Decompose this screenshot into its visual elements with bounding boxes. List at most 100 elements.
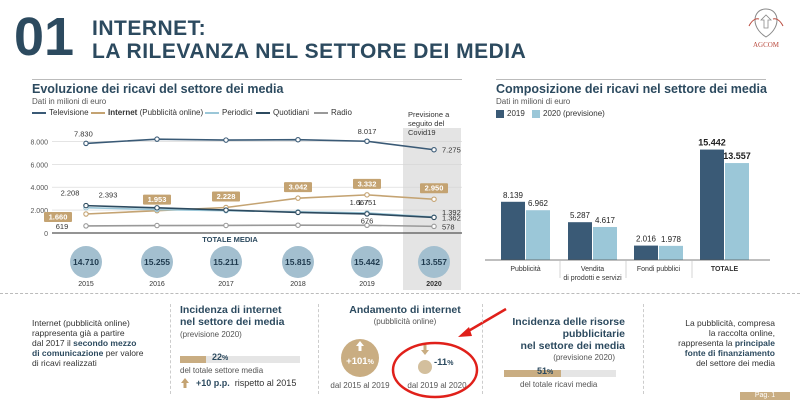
x-tick-label: 2018: [290, 281, 306, 288]
bar: [501, 201, 525, 260]
data-label-box: [420, 183, 448, 194]
total-value: 14.710: [73, 257, 99, 267]
legend-item-radio: Radio: [314, 108, 352, 117]
arrow-up-icon: [181, 378, 189, 388]
data-label: 13.557: [723, 151, 751, 161]
incidenza-internet-title: Incidenza di internet nel settore dei med…: [180, 304, 285, 328]
page-number: Pag. 1: [754, 392, 776, 399]
data-label-box: [284, 182, 312, 193]
data-point: [154, 205, 160, 211]
incidenza-delta: +10 p.p. rispetto al 2015: [196, 378, 297, 388]
data-label: 676: [361, 216, 374, 225]
legend-label: Internet: [108, 108, 138, 117]
divider: [643, 304, 644, 394]
legend-item-2020: 2020 (previsione): [532, 109, 605, 118]
y-tick-label: 2.000: [30, 208, 48, 215]
data-point: [295, 209, 301, 216]
category-label: Vendita: [581, 266, 604, 273]
legend-swatch: [532, 109, 540, 118]
bar: [700, 149, 724, 260]
legend-swatch: [91, 111, 105, 114]
incidenza-bar-fill: [180, 356, 207, 363]
total-value: 15.255: [144, 257, 170, 267]
agcom-emblem-icon: [748, 8, 784, 38]
total-circle: [351, 246, 383, 278]
line-chart: 0 2.000 4.000 6.000 8.000 7.830 8.017 7.275 1.6…: [30, 127, 462, 290]
total-circle: [418, 246, 450, 278]
total-circle: [70, 246, 102, 278]
divider: [318, 304, 319, 394]
andamento-sub: (pubblicità online): [373, 317, 437, 326]
legend-label: 2019: [507, 109, 525, 118]
data-label: 1.362: [442, 213, 461, 222]
data-point: [431, 223, 437, 230]
y-tick-label: 0: [44, 231, 48, 238]
data-label: 7.275: [442, 146, 461, 155]
legend-item-televisione: Televisione: [32, 108, 89, 117]
bar-chart: 8.139 5.287 2.016 15.442 6.962 4.617 1.978 13.5…: [485, 138, 770, 282]
data-label: 2.393: [99, 191, 118, 200]
total-value: 15.211: [213, 257, 239, 267]
legend-item-periodici: Periodici: [205, 108, 253, 117]
data-label: 2.950: [425, 184, 444, 193]
total-value: 15.442: [354, 257, 380, 267]
data-label: 619: [56, 222, 69, 231]
data-point: [83, 211, 89, 217]
data-label: 1.667: [350, 198, 369, 207]
legend-swatch: [205, 111, 219, 114]
incidenza-bar-track: [180, 356, 300, 363]
closing-text: La pubblicità, compresa la raccolta onli…: [678, 318, 775, 368]
legend-label: Quotidiani: [273, 108, 310, 117]
divider: [482, 304, 483, 394]
growth-value: +101%: [346, 356, 374, 367]
category-label: Pubblicità: [510, 266, 540, 273]
legend-label-suffix: (Pubblicità online): [139, 108, 204, 117]
x-tick-label: 2016: [149, 281, 165, 288]
series-line: [85, 138, 435, 151]
data-point: [295, 222, 301, 228]
category-label: di prodotti e servizi: [563, 275, 622, 282]
series-line: [85, 194, 435, 215]
data-label: 1.978: [661, 235, 682, 244]
risorse-sub: (previsione 2020): [553, 353, 615, 362]
legend-swatch: [32, 111, 46, 114]
data-point: [364, 222, 370, 229]
bar: [593, 226, 617, 260]
y-tick-label: 8.000: [30, 139, 48, 146]
arrow-up-icon: [356, 341, 364, 351]
data-point: [364, 211, 370, 217]
series-line: [85, 224, 435, 228]
decline-label: dal 2019 al 2020: [407, 381, 467, 390]
risorse-desc: del totale ricavi media: [520, 380, 598, 389]
data-label: 1.953: [148, 195, 167, 204]
divider: [170, 304, 171, 394]
risorse-value: 51%: [537, 366, 554, 376]
data-label-box: [212, 191, 240, 202]
x-tick-label: 2019: [359, 281, 375, 288]
intro-text: Internet (pubblicità online) rappresenta…: [32, 318, 144, 368]
data-point: [83, 202, 89, 209]
total-value: 13.557: [421, 257, 447, 267]
bar: [659, 245, 683, 260]
bar: [634, 245, 658, 260]
data-label: 7.830: [74, 129, 93, 138]
legend-item-2019: 2019: [496, 109, 525, 118]
risorse-bar-fill: [504, 370, 562, 377]
category-label: Fondi pubblici: [637, 266, 681, 273]
decline-circle: [418, 360, 432, 374]
bottom-divider: [0, 293, 800, 294]
data-label: 2.016: [636, 235, 657, 244]
data-point: [154, 222, 160, 229]
data-label: 6.962: [528, 199, 549, 208]
data-label: 8.017: [358, 127, 377, 136]
section-number: 01: [14, 7, 75, 67]
legend-item-internet: Internet (Pubblicità online): [91, 108, 203, 117]
left-panel-rule: [32, 79, 462, 80]
andamento-title: Andamento di internet: [349, 304, 461, 316]
data-label: 578: [442, 222, 455, 231]
data-point: [295, 195, 301, 201]
data-label-box: [353, 178, 381, 189]
growth-label: dal 2015 al 2019: [330, 381, 390, 390]
data-label: 8.139: [503, 191, 524, 200]
data-point: [295, 136, 301, 143]
